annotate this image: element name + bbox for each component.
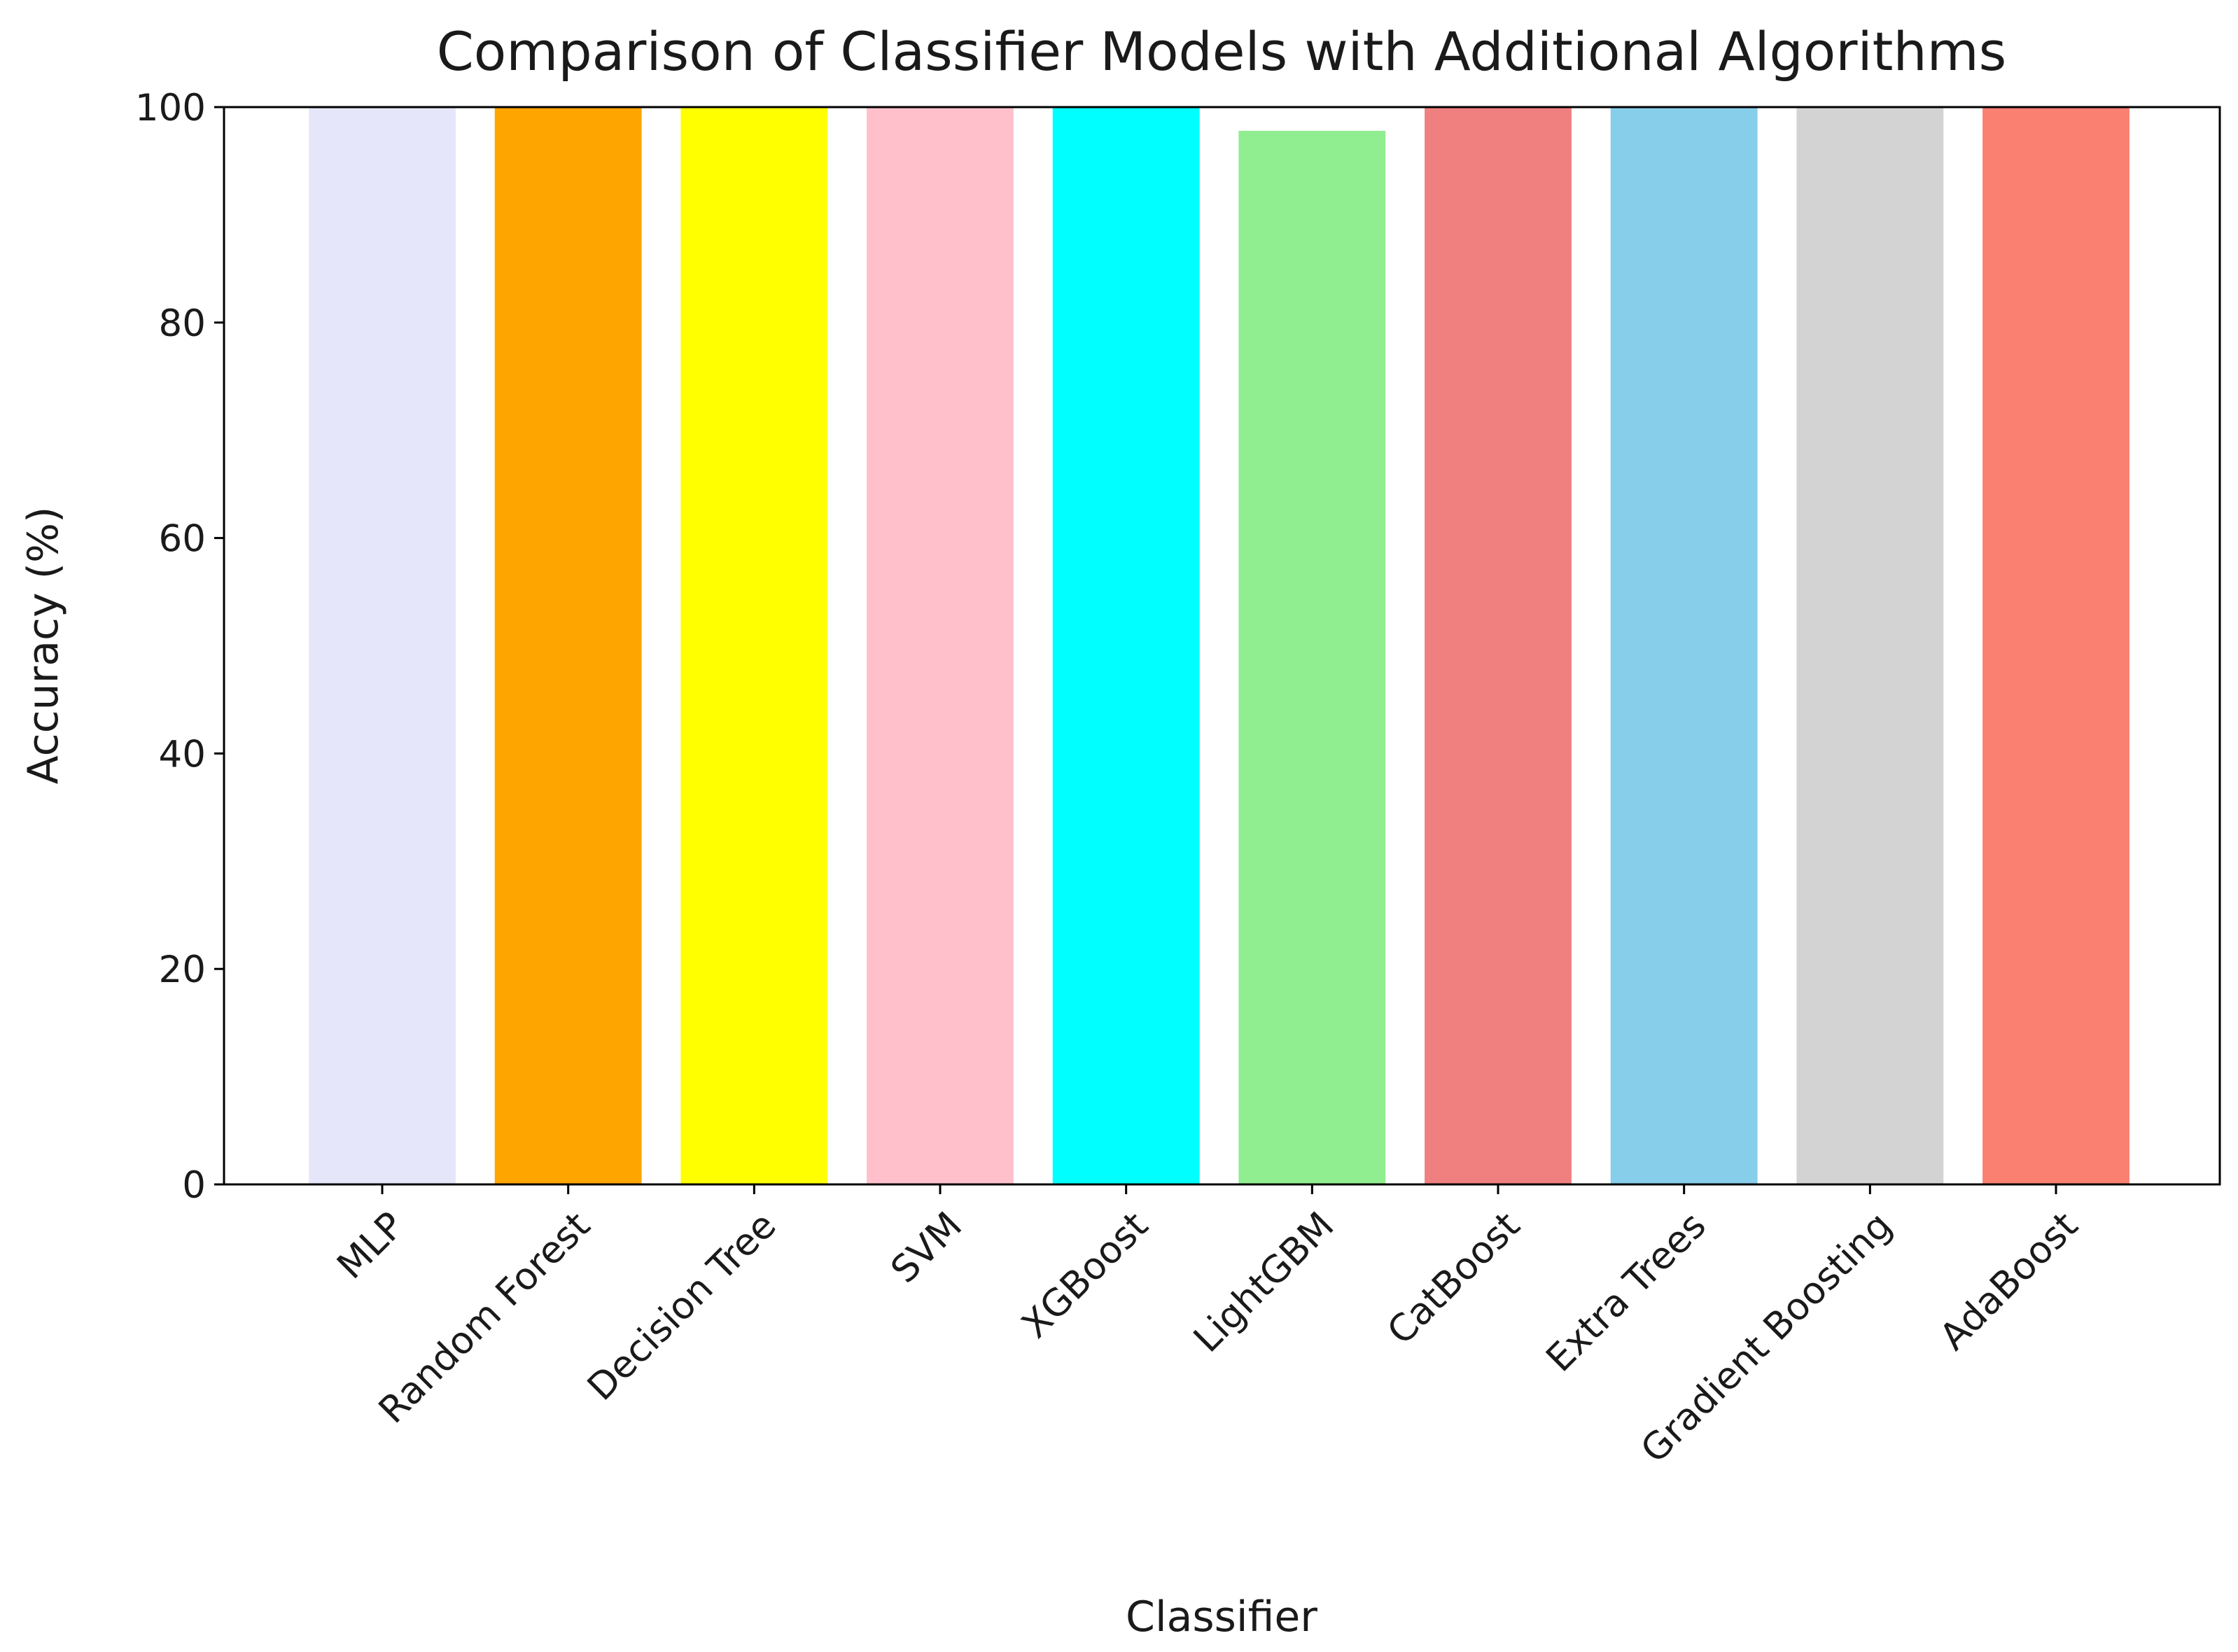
y-tick-label: 60 (159, 518, 206, 561)
bar (1982, 107, 2129, 1184)
bar (1796, 107, 1944, 1184)
x-tick-label: Extra Trees (1538, 1204, 1714, 1380)
x-axis-label: Classifier (1126, 1592, 1317, 1642)
plot-frame (223, 106, 2221, 1186)
y-tick-label: 80 (159, 302, 206, 345)
y-tick-label: 0 (182, 1164, 206, 1207)
bar (1052, 107, 1200, 1184)
bar (1610, 107, 1758, 1184)
chart-title: Comparison of Classifier Models with Add… (437, 20, 2007, 83)
y-axis-label: Accuracy (%) (19, 507, 68, 785)
x-tick-label: CatBoost (1379, 1204, 1528, 1353)
x-tick-label: MLP (329, 1204, 412, 1287)
y-tick-label: 20 (159, 948, 206, 991)
bar (494, 107, 642, 1184)
x-tick-label: AdaBoost (1932, 1204, 2087, 1359)
bar (867, 107, 1014, 1184)
bar (1425, 107, 1572, 1184)
bar (309, 107, 456, 1184)
x-tick-label: SVM (883, 1204, 970, 1292)
bar (680, 107, 828, 1184)
bar (1238, 130, 1386, 1184)
x-tick-label: LightGBM (1186, 1204, 1343, 1361)
x-tick-label: XGBoost (1014, 1204, 1156, 1347)
y-tick-label: 40 (159, 733, 206, 776)
x-tick-label: Decision Tree (580, 1204, 785, 1409)
y-tick-label: 100 (135, 87, 206, 130)
